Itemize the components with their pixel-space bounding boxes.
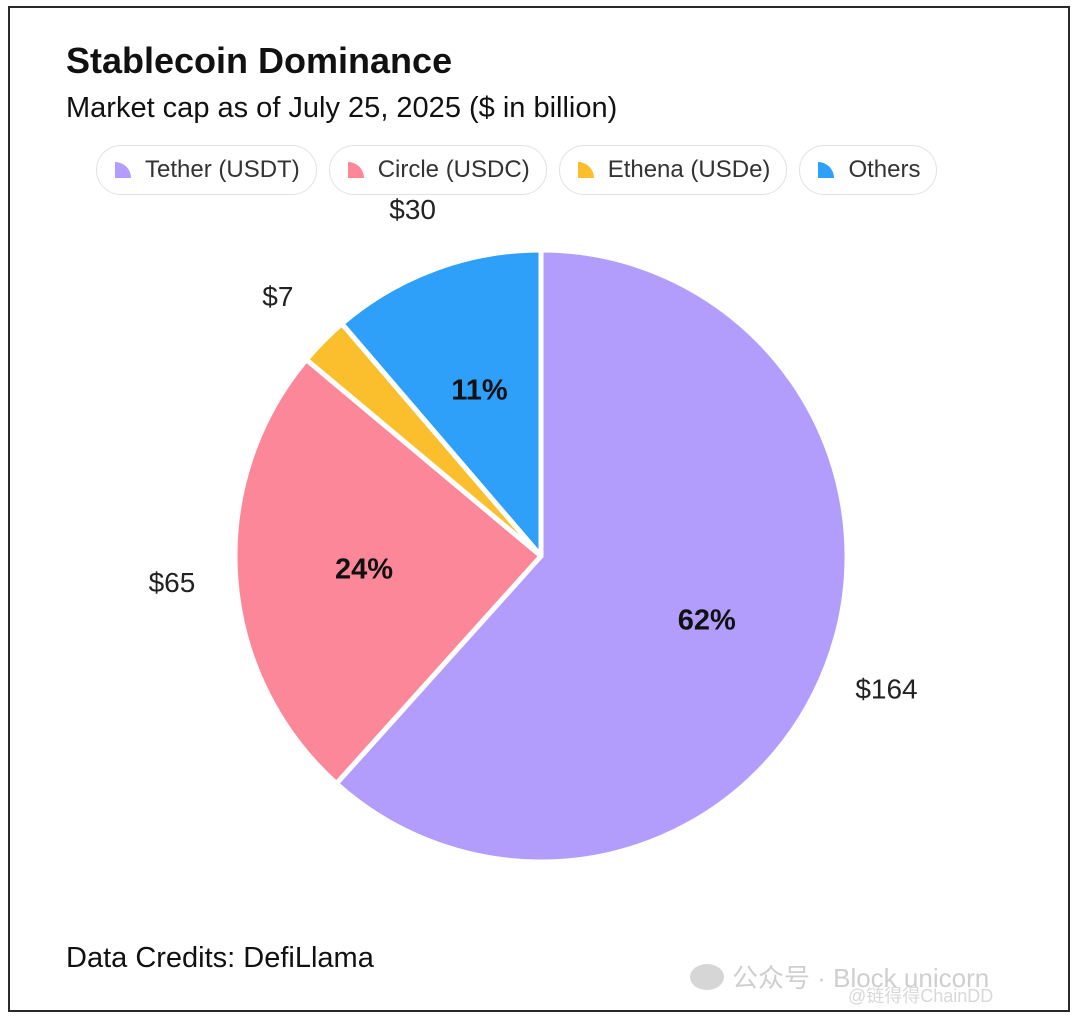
watermark-text: 公众号 · Block unicorn [732,963,990,993]
legend-swatch-shape [577,162,594,178]
chart-subtitle: Market cap as of July 25, 2025 ($ in bil… [66,92,618,124]
legend-item-tether[interactable]: Tether (USDT) [96,145,317,195]
wechat-icon [690,963,724,990]
legend-swatch-shape [115,162,131,178]
legend-swatch-tether [115,162,131,178]
legend-item-circle[interactable]: Circle (USDC) [328,145,547,195]
legend-swatch-circle [347,162,364,178]
chart-title: Stablecoin Dominance [66,40,453,81]
data-credits: Data Credits: DefiLlama [66,942,374,974]
chart-legend: Tether (USDT) Circle (USDC) Ethena (USDe… [96,145,938,195]
legend-label-ethena: Ethena (USDe) [607,156,771,183]
slice-value-label-2: $7 [262,281,293,312]
legend-item-ethena[interactable]: Ethena (USDe) [558,145,788,195]
legend-item-others[interactable]: Others [799,145,938,195]
legend-swatch-ethena [577,162,594,178]
legend-swatch-shape [818,162,835,178]
pie-slice-0[interactable] [333,247,850,865]
slice-value-label-3: $30 [389,194,436,225]
slice-value-label-1: $65 [149,567,196,598]
pie-slice-1[interactable] [232,357,544,787]
legend-label-circle: Circle (USDC) [377,156,530,183]
watermark-sub: @链得得ChainDD [848,986,994,1006]
legend-swatch-others [818,162,835,178]
watermark: 公众号 · Block unicorn [690,958,989,995]
legend-label-others: Others [848,156,921,183]
slice-percent-label-0: 62% [678,605,736,637]
legend-label-tether: Tether (USDT) [145,156,300,183]
slice-percent-label-1: 24% [335,554,393,586]
pie-slice-3[interactable] [339,247,544,559]
slice-percent-label-3: 11% [451,375,508,407]
slice-value-label-0: $164 [855,673,917,704]
legend-swatch-shape [347,162,364,178]
